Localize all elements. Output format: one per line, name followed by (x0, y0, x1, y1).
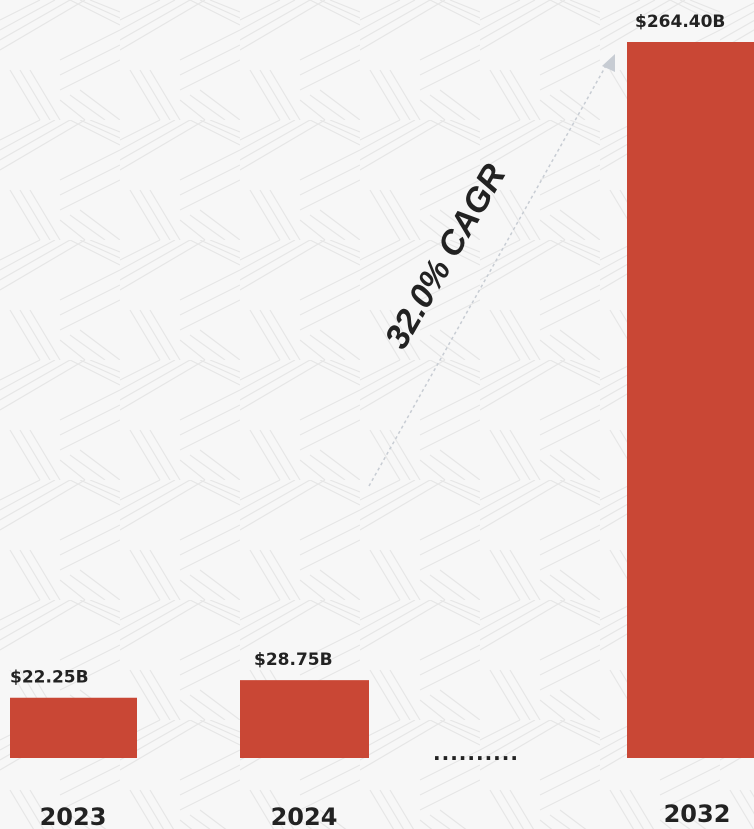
bar-2024 (240, 680, 369, 758)
category-label-2024: 2024 (271, 803, 338, 829)
cagr-arrow-head (602, 54, 615, 72)
bar-2032 (627, 42, 754, 758)
category-label-2023: 2023 (40, 803, 107, 829)
value-label-2023: $22.25B (10, 668, 89, 688)
gap-ellipsis: .......... (433, 741, 519, 765)
category-labels-layer: 2023 2024 2032 (40, 800, 731, 829)
bar-2023 (10, 697, 137, 758)
value-labels-layer: $22.25B $28.75B $264.40B (10, 12, 725, 688)
category-label-2032: 2032 (664, 800, 731, 828)
value-label-2032: $264.40B (635, 12, 725, 32)
bars-layer (10, 42, 754, 758)
value-label-2024: $28.75B (254, 650, 333, 670)
